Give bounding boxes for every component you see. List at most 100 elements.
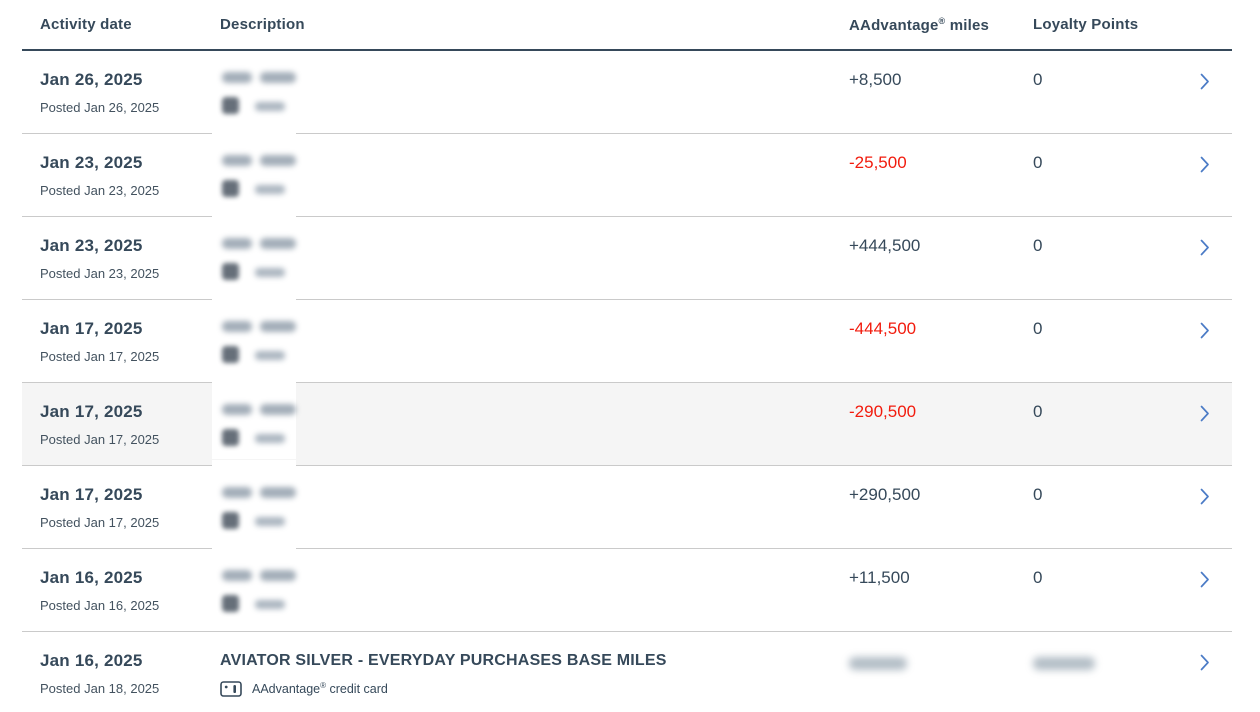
activity-row[interactable]: Jan 17, 2025 Posted Jan 17, 2025 -444,50…: [22, 294, 1232, 383]
redacted-loyalty-value: [1033, 657, 1095, 670]
redaction-blur-box: [212, 211, 296, 293]
loyalty-points-value: 0: [1033, 236, 1043, 255]
row-detail-chevron[interactable]: [1200, 383, 1232, 465]
aadvantage-miles-value: +444,500: [849, 236, 921, 255]
redacted-flight-icon: [222, 97, 239, 114]
posted-date: Posted Jan 18, 2025: [40, 681, 160, 696]
redacted-flight-icon: [222, 263, 239, 280]
description-cell: AVIATOR SILVER - EVERYDAY PURCHASES BASE…: [220, 632, 849, 712]
redaction-blur-box: [212, 460, 296, 542]
redacted-route-text: [222, 487, 296, 498]
redaction-blur-box: [212, 543, 296, 625]
description-cell: [212, 543, 849, 631]
activity-row[interactable]: Jan 17, 2025 Posted Jan 17, 2025 +290,50…: [22, 460, 1232, 549]
description-title: AVIATOR SILVER - EVERYDAY PURCHASES BASE…: [220, 652, 667, 669]
redacted-miles-value: [849, 657, 907, 670]
aadvantage-miles-value: -290,500: [849, 402, 917, 421]
activity-date: Jan 26, 2025: [40, 70, 143, 89]
activity-date: Jan 23, 2025: [40, 153, 143, 172]
row-detail-chevron[interactable]: [1200, 51, 1232, 133]
activity-row[interactable]: Jan 23, 2025 Posted Jan 23, 2025 +444,50…: [22, 211, 1232, 300]
loyalty-points-value: 0: [1033, 402, 1043, 421]
row-detail-chevron[interactable]: [1200, 632, 1232, 712]
loyalty-points-value: 0: [1033, 70, 1043, 89]
redacted-flight-icon: [222, 595, 239, 612]
redacted-route-text: [222, 238, 296, 249]
loyalty-points-value: [1033, 632, 1200, 712]
redacted-route-text: [222, 404, 296, 415]
redacted-flight-label: [255, 600, 285, 609]
redacted-route-text: [222, 570, 296, 581]
loyalty-points-value: 0: [1033, 319, 1043, 338]
aadvantage-miles-value: +11,500: [849, 568, 910, 587]
posted-date: Posted Jan 26, 2025: [40, 100, 160, 115]
activity-table: Activity date Description AAdvantage® mi…: [22, 0, 1232, 712]
description-cell: [212, 128, 849, 216]
aadvantage-miles-value: +8,500: [849, 70, 902, 89]
redacted-route-text: [222, 321, 296, 332]
aadvantage-miles-value: -25,500: [849, 153, 907, 172]
chevron-right-icon: [1200, 405, 1209, 422]
aadvantage-miles-value: [849, 632, 1033, 712]
redacted-route-text: [222, 72, 296, 83]
row-detail-chevron[interactable]: [1200, 134, 1232, 216]
activity-row[interactable]: Jan 23, 2025 Posted Jan 23, 2025 -25,500…: [22, 128, 1232, 217]
posted-date: Posted Jan 23, 2025: [40, 266, 160, 281]
activity-row[interactable]: Jan 26, 2025 Posted Jan 26, 2025 +8,500 …: [22, 51, 1232, 134]
redacted-flight-label: [255, 185, 285, 194]
redacted-flight-icon: [222, 180, 239, 197]
posted-date: Posted Jan 17, 2025: [40, 515, 160, 530]
redacted-flight-label: [255, 268, 285, 277]
description-cell: [212, 460, 849, 548]
activity-date: Jan 23, 2025: [40, 236, 143, 255]
column-header-description: Description: [220, 16, 305, 33]
chevron-right-icon: [1200, 322, 1209, 339]
aadvantage-miles-value: +290,500: [849, 485, 921, 504]
row-detail-chevron[interactable]: [1200, 217, 1232, 299]
description-cell: [212, 211, 849, 299]
description-cell: [212, 51, 849, 133]
redaction-blur-box: [212, 377, 296, 459]
credit-card-icon: [220, 681, 242, 697]
column-header-activity-date: Activity date: [40, 16, 132, 33]
activity-row[interactable]: Jan 16, 2025 Posted Jan 16, 2025 +11,500…: [22, 543, 1232, 632]
row-detail-chevron[interactable]: [1200, 466, 1232, 548]
activity-row[interactable]: Jan 16, 2025 Posted Jan 18, 2025 AVIATOR…: [22, 632, 1232, 712]
posted-date: Posted Jan 17, 2025: [40, 349, 160, 364]
activity-date: Jan 17, 2025: [40, 319, 143, 338]
loyalty-points-value: 0: [1033, 568, 1043, 587]
redacted-flight-icon: [222, 512, 239, 529]
column-header-loyalty-points: Loyalty Points: [1033, 16, 1139, 33]
redaction-blur-box: [212, 128, 296, 210]
description-subtitle: AAdvantage® credit card: [252, 681, 388, 697]
activity-row[interactable]: Jan 17, 2025 Posted Jan 17, 2025 -290,50…: [22, 377, 1232, 466]
activity-date: Jan 17, 2025: [40, 402, 143, 421]
loyalty-points-value: 0: [1033, 153, 1043, 172]
redacted-route-text: [222, 155, 296, 166]
redacted-flight-label: [255, 102, 285, 111]
table-header: Activity date Description AAdvantage® mi…: [22, 0, 1232, 51]
loyalty-points-value: 0: [1033, 485, 1043, 504]
activity-date: Jan 17, 2025: [40, 485, 143, 504]
redacted-flight-label: [255, 434, 285, 443]
posted-date: Posted Jan 23, 2025: [40, 183, 160, 198]
redacted-flight-icon: [222, 429, 239, 446]
chevron-right-icon: [1200, 488, 1209, 505]
activity-date: Jan 16, 2025: [40, 568, 143, 587]
posted-date: Posted Jan 16, 2025: [40, 598, 160, 613]
redaction-blur-box: [212, 294, 296, 376]
row-detail-chevron[interactable]: [1200, 549, 1232, 631]
chevron-right-icon: [1200, 571, 1209, 588]
description-cell: [212, 294, 849, 382]
activity-date: Jan 16, 2025: [40, 651, 143, 670]
redacted-flight-label: [255, 351, 285, 360]
redacted-flight-icon: [222, 346, 239, 363]
redacted-flight-label: [255, 517, 285, 526]
row-detail-chevron[interactable]: [1200, 300, 1232, 382]
redaction-blur-box: [212, 55, 296, 127]
chevron-right-icon: [1200, 239, 1209, 256]
aadvantage-miles-value: -444,500: [849, 319, 917, 338]
chevron-right-icon: [1200, 654, 1209, 671]
posted-date: Posted Jan 17, 2025: [40, 432, 160, 447]
chevron-right-icon: [1200, 156, 1209, 173]
